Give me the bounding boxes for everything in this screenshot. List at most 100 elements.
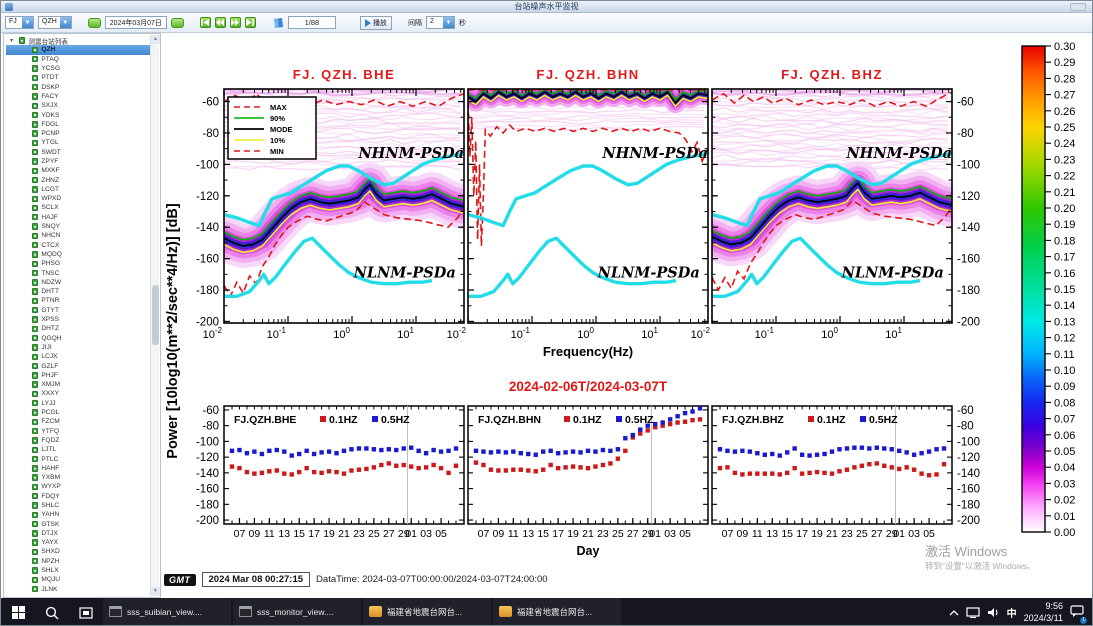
station-item[interactable]: MQJU — [6, 575, 152, 584]
load-prev-icon[interactable] — [87, 17, 101, 28]
station-item[interactable]: TNSC — [6, 268, 152, 277]
station-item[interactable]: FQDZ — [6, 436, 152, 445]
svg-text:-120: -120 — [196, 452, 219, 464]
station-item[interactable]: NDZW — [6, 278, 152, 287]
station-item[interactable]: QGQH — [6, 334, 152, 343]
start-button[interactable] — [1, 598, 35, 625]
taskbar-app-1[interactable]: sss_suibian_view.... — [103, 598, 231, 625]
station-item[interactable]: FDGL — [6, 120, 152, 129]
date-field[interactable]: 2024年03月07日 — [104, 16, 167, 29]
taskbar-app-4[interactable]: 福建省地震台网台... — [493, 598, 621, 625]
window-title: 台站噪声水平监视 — [514, 2, 579, 11]
next-page-button[interactable] — [229, 17, 241, 28]
station-item[interactable]: JIJI — [6, 343, 152, 352]
prev-page-button[interactable] — [214, 17, 226, 28]
station-item[interactable]: LCGT — [6, 185, 152, 194]
tray-clock[interactable]: 9:56 2024/3/11 — [1024, 601, 1063, 624]
station-item[interactable]: SWDT — [6, 148, 152, 157]
network-select[interactable]: FJ ▼ — [5, 16, 34, 29]
window-control[interactable] — [1070, 3, 1086, 11]
tray-expand-icon[interactable] — [949, 609, 959, 616]
station-item[interactable]: PTAQ — [6, 55, 152, 64]
station-item[interactable]: GTSK — [6, 519, 152, 528]
station-item[interactable]: FACY — [6, 92, 152, 101]
station-item[interactable]: GTYT — [6, 306, 152, 315]
network-icon[interactable] — [966, 607, 980, 618]
station-item-selected[interactable]: QZH — [6, 45, 152, 55]
station-item[interactable]: XMJM — [6, 380, 152, 389]
sidebar-scrollbar[interactable]: ▲ ▼ — [150, 35, 160, 596]
station-item[interactable]: YTGL — [6, 138, 152, 147]
station-item[interactable]: LYJJ — [6, 399, 152, 408]
station-item[interactable]: YAHN — [6, 510, 152, 519]
station-item[interactable]: SXJX — [6, 101, 152, 110]
notification-button[interactable]: 1 — [1070, 604, 1087, 624]
station-select[interactable]: QZH ▼ — [38, 16, 72, 29]
station-item[interactable]: WPXD — [6, 194, 152, 203]
scrollbar-thumb[interactable] — [152, 285, 159, 345]
ime-indicator[interactable]: 中 — [1006, 609, 1017, 620]
station-item[interactable]: DTJX — [6, 529, 152, 538]
tree-expand-icon[interactable]: ▾ — [10, 38, 14, 45]
station-item[interactable]: XXXY — [6, 389, 152, 398]
station-item[interactable]: CTCX — [6, 241, 152, 250]
station-item[interactable]: YXBM — [6, 473, 152, 482]
station-item[interactable]: ZPYF — [6, 157, 152, 166]
scroll-down-icon[interactable]: ▼ — [151, 587, 160, 596]
first-page-button[interactable] — [199, 17, 211, 28]
station-item[interactable]: LCJX — [6, 352, 152, 361]
station-item[interactable]: SCLX — [6, 203, 152, 212]
station-item[interactable]: PCGL — [6, 408, 152, 417]
station-item[interactable]: HAHF — [6, 464, 152, 473]
station-item[interactable]: SHLX — [6, 566, 152, 575]
station-item[interactable]: HAJF — [6, 213, 152, 222]
station-item[interactable]: LJTL — [6, 445, 152, 454]
station-item[interactable]: PTDT — [6, 73, 152, 82]
book-icon[interactable] — [272, 17, 284, 29]
station-item[interactable]: WYXP — [6, 482, 152, 491]
station-item[interactable]: NPZH — [6, 557, 152, 566]
play-button[interactable]: 播放 — [359, 15, 392, 30]
chevron-down-icon[interactable]: ▼ — [22, 17, 33, 28]
station-item[interactable]: XPSS — [6, 315, 152, 324]
volume-icon[interactable] — [987, 607, 1000, 618]
taskbar-app-2[interactable]: sss_monitor_view.... — [233, 598, 361, 625]
task-view-button[interactable] — [69, 598, 103, 625]
scroll-up-icon[interactable]: ▲ — [151, 35, 160, 44]
station-item[interactable]: FDQY — [6, 492, 152, 501]
station-item[interactable]: SNQY — [6, 222, 152, 231]
load-next-icon[interactable] — [170, 17, 184, 28]
station-item[interactable]: JLNK — [6, 585, 152, 594]
station-item[interactable]: DSKP — [6, 82, 152, 91]
page-indicator[interactable]: 1/88 — [287, 16, 336, 29]
taskbar-app-3[interactable]: 福建省地震台网台... — [363, 598, 491, 625]
station-item[interactable]: ZHNZ — [6, 175, 152, 184]
interval-select[interactable]: 2 ▼ — [425, 16, 455, 29]
colorbar-tick: 0.27 — [1054, 90, 1075, 102]
station-item[interactable]: GZLF — [6, 361, 152, 370]
station-item[interactable]: SHXD — [6, 547, 152, 556]
station-item[interactable]: SHLC — [6, 501, 152, 510]
station-item[interactable]: PTNR — [6, 296, 152, 305]
station-item[interactable]: YAYX — [6, 538, 152, 547]
station-item[interactable]: PHJF — [6, 371, 152, 380]
station-icon — [32, 83, 39, 91]
station-item[interactable]: DHTZ — [6, 324, 152, 333]
station-item[interactable]: YDKS — [6, 110, 152, 119]
colorbar-tick: 0.18 — [1054, 235, 1075, 247]
station-item[interactable]: DHTT — [6, 287, 152, 296]
station-item[interactable]: PCNP — [6, 129, 152, 138]
station-tree-root[interactable]: ▾ 测震台站列表 — [6, 36, 152, 46]
station-item[interactable]: YCSG — [6, 64, 152, 73]
chevron-down-icon[interactable]: ▼ — [442, 17, 454, 28]
station-item[interactable]: PHSG — [6, 259, 152, 268]
last-page-button[interactable] — [244, 17, 256, 28]
station-item[interactable]: MQDQ — [6, 250, 152, 259]
station-item[interactable]: YTFQ — [6, 426, 152, 435]
station-item[interactable]: PTLC — [6, 454, 152, 463]
chevron-down-icon[interactable]: ▼ — [59, 17, 71, 28]
station-item[interactable]: MXKF — [6, 166, 152, 175]
station-item[interactable]: NHCN — [6, 231, 152, 240]
station-item[interactable]: FZCM — [6, 417, 152, 426]
search-button[interactable] — [35, 598, 69, 625]
